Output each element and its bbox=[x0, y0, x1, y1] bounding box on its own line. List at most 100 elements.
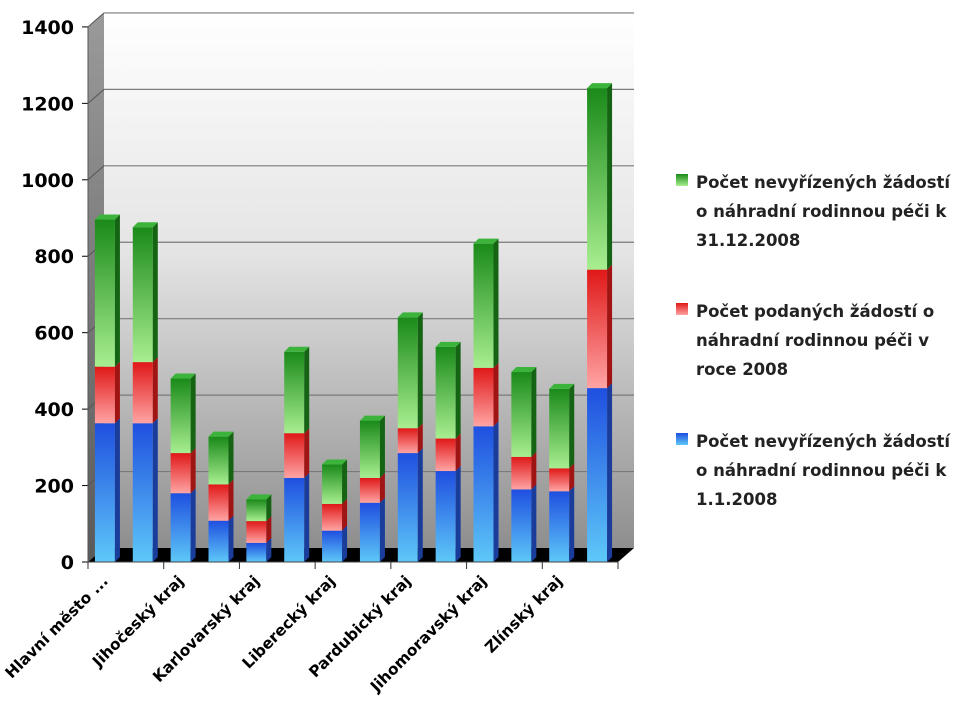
bar-segment bbox=[284, 433, 305, 478]
bar-segment-side bbox=[493, 238, 499, 368]
bar-segment bbox=[435, 471, 456, 562]
bar-segment-side bbox=[266, 537, 272, 562]
legend-swatch-green bbox=[676, 174, 688, 186]
y-tick-label: 200 bbox=[34, 476, 74, 498]
bar-segment-side bbox=[342, 525, 348, 562]
bar-segment bbox=[322, 503, 343, 531]
bar-segment-side bbox=[531, 367, 537, 457]
y-tick-label: 800 bbox=[34, 246, 74, 268]
bar-segment-side bbox=[190, 373, 196, 454]
bar-segment bbox=[511, 456, 532, 490]
bar-segment-side bbox=[342, 459, 348, 504]
bar-segment bbox=[359, 502, 380, 562]
bar-segment bbox=[94, 423, 115, 562]
bar-segment-side bbox=[455, 466, 461, 562]
bar-top bbox=[246, 494, 272, 500]
bar-segment bbox=[132, 362, 153, 424]
bar-segment bbox=[587, 388, 608, 562]
bar-segment-side bbox=[114, 361, 120, 424]
bar-top bbox=[435, 341, 461, 347]
bar-segment-side bbox=[531, 451, 537, 490]
bar-segment bbox=[208, 520, 229, 562]
bar-segment bbox=[284, 477, 305, 562]
bar-segment bbox=[132, 227, 153, 363]
bar-segment-side bbox=[379, 497, 385, 562]
gridline-diagonal bbox=[87, 165, 105, 181]
bar-segment-side bbox=[114, 418, 120, 562]
bar-segment bbox=[397, 453, 418, 562]
bar-segment bbox=[587, 269, 608, 389]
bar-segment-side bbox=[228, 479, 234, 521]
y-tick-label: 600 bbox=[34, 323, 74, 345]
bar-segment bbox=[132, 423, 153, 562]
bar-top bbox=[208, 431, 234, 437]
bar-segment bbox=[359, 420, 380, 478]
legend-label: Počet nevyřízených žádostí o náhradní ro… bbox=[696, 173, 951, 250]
bar-segment-side bbox=[569, 383, 575, 469]
y-tick-label: 400 bbox=[34, 399, 74, 421]
bar-segment bbox=[208, 484, 229, 521]
bar-segment-side bbox=[304, 346, 310, 434]
bar-segment-side bbox=[228, 431, 234, 485]
bar-segment-side bbox=[190, 448, 196, 494]
bar-segment-side bbox=[114, 214, 120, 367]
bar-segment bbox=[94, 366, 115, 424]
y-tick-label: 1200 bbox=[21, 93, 74, 115]
axes bbox=[82, 26, 619, 569]
bar-segment-side bbox=[266, 516, 272, 543]
y-tick-label: 0 bbox=[61, 552, 74, 574]
y-tick-label: 1400 bbox=[21, 17, 74, 39]
bar-segment bbox=[397, 317, 418, 429]
bar-segment bbox=[322, 464, 343, 504]
bar-top bbox=[397, 312, 423, 318]
bar-segment-side bbox=[455, 341, 461, 439]
bar-segment bbox=[473, 243, 494, 368]
bar-segment bbox=[473, 426, 494, 562]
bar-top bbox=[511, 367, 537, 373]
bars bbox=[94, 83, 613, 562]
bar-segment bbox=[435, 438, 456, 472]
bar-top bbox=[94, 214, 120, 220]
bar-top bbox=[587, 83, 613, 89]
bar-segment-side bbox=[228, 515, 234, 562]
bar-segment-side bbox=[455, 433, 461, 472]
bar-segment-side bbox=[417, 423, 423, 454]
x-axis-labels: Hlavní město ...Jihočeský krajKarlovarsk… bbox=[2, 572, 566, 696]
bar-segment-side bbox=[569, 463, 575, 492]
bar-segment-side bbox=[266, 494, 272, 522]
bar-top bbox=[473, 238, 499, 244]
bar-segment-side bbox=[379, 415, 385, 478]
bar-segment bbox=[359, 477, 380, 503]
bar-segment bbox=[549, 491, 570, 562]
bar-segment-side bbox=[417, 312, 423, 429]
bar-segment bbox=[284, 351, 305, 434]
bar-top bbox=[132, 222, 158, 228]
bar-top bbox=[170, 373, 196, 379]
bar-segment bbox=[473, 367, 494, 427]
bar-segment-side bbox=[190, 488, 196, 562]
bar-segment-side bbox=[304, 428, 310, 478]
bar-segment-side bbox=[152, 222, 158, 363]
bar-segment-side bbox=[152, 418, 158, 562]
bar-segment-side bbox=[417, 448, 423, 562]
y-tick-label: 1000 bbox=[21, 170, 74, 192]
gridline-diagonal bbox=[87, 12, 105, 28]
bar-segment bbox=[94, 219, 115, 367]
bar-segment-side bbox=[493, 362, 499, 427]
bar-top bbox=[284, 346, 310, 352]
bar-segment bbox=[170, 493, 191, 562]
bar-segment-side bbox=[342, 498, 348, 531]
bar-segment bbox=[435, 346, 456, 439]
bar-segment-side bbox=[569, 486, 575, 562]
bar-segment bbox=[397, 428, 418, 454]
bar-top bbox=[549, 383, 575, 389]
bar-segment bbox=[587, 88, 608, 270]
gridline-diagonal bbox=[87, 88, 105, 104]
bar-segment bbox=[549, 468, 570, 492]
bar-segment bbox=[511, 489, 532, 562]
bar-segment-side bbox=[493, 421, 499, 562]
bar-segment bbox=[511, 372, 532, 457]
legend-label: Počet nevyřízených žádostí o náhradní ro… bbox=[696, 432, 951, 509]
bar-segment bbox=[246, 521, 267, 543]
bar-segment-side bbox=[531, 484, 537, 562]
